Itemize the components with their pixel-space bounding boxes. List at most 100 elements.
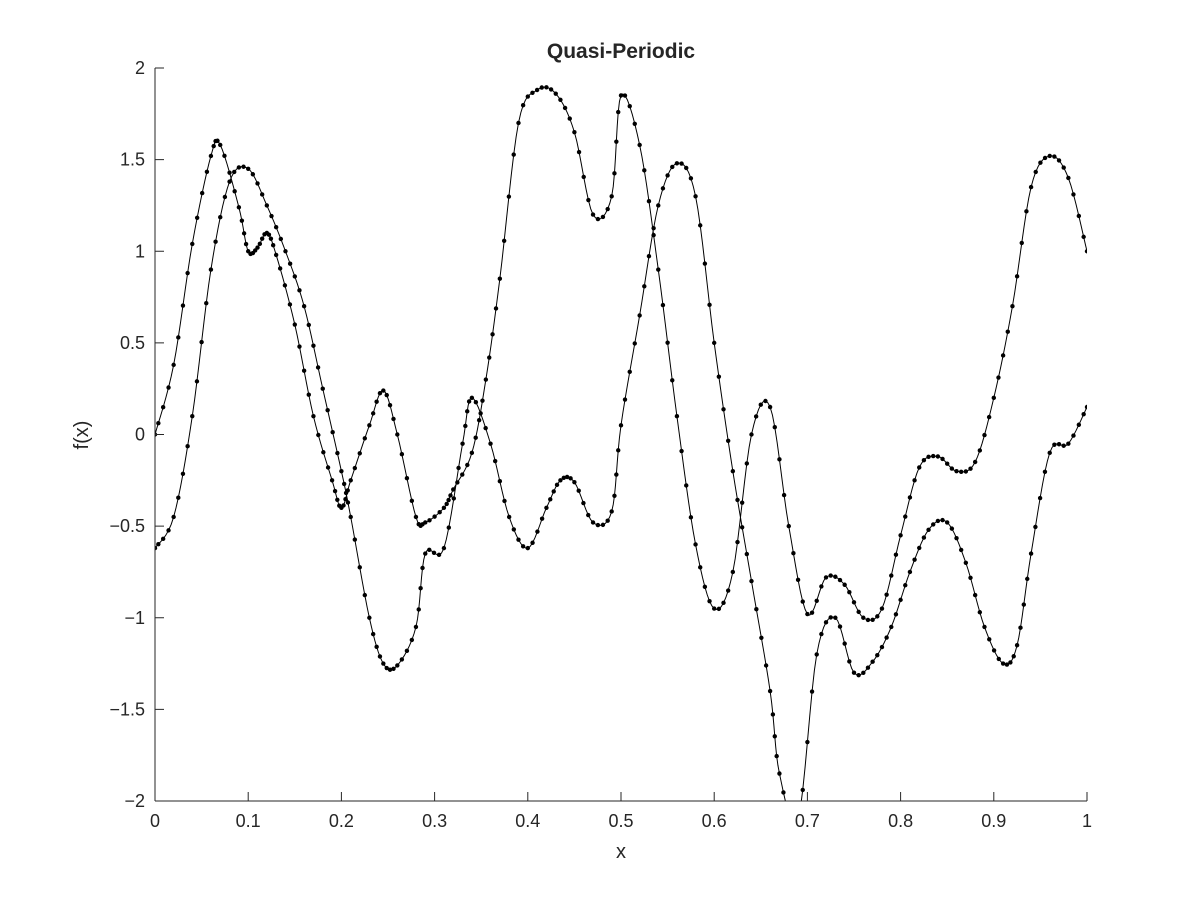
series-2-point <box>1005 329 1010 334</box>
series-1-point <box>460 441 465 446</box>
series-1-point <box>367 615 372 620</box>
series-1-point <box>506 514 512 520</box>
series-2-point <box>926 454 931 460</box>
series-1-point <box>413 624 419 630</box>
series-2-point <box>395 432 400 437</box>
x-tick-label: 0.6 <box>702 811 727 831</box>
series-2-point <box>614 139 619 144</box>
series-2-point <box>707 598 712 604</box>
series-2-point <box>870 617 875 623</box>
series-1-point <box>721 407 726 412</box>
series-2-point <box>1071 192 1076 197</box>
series-1-point <box>199 339 204 345</box>
series-1-point <box>348 514 353 520</box>
series-1-point <box>781 790 786 795</box>
series-2-point <box>423 520 428 525</box>
y-tick-label: 1.5 <box>120 150 145 170</box>
series-1-point <box>572 479 577 485</box>
series-2-point <box>935 454 941 459</box>
x-tick-label: 0.1 <box>236 811 261 831</box>
series-1-point <box>335 450 340 456</box>
series-1-point <box>377 654 383 659</box>
series-2-point <box>520 103 526 108</box>
series-2-point <box>977 448 983 453</box>
series-1-point <box>345 500 351 505</box>
series-1-point <box>590 520 596 525</box>
series-1-point <box>735 497 740 503</box>
series-2-point <box>497 276 503 281</box>
series-1-point <box>688 176 694 181</box>
series-1-point <box>311 343 316 348</box>
series-1-point <box>554 482 560 488</box>
series-2-point <box>211 143 216 149</box>
series-2-point <box>273 252 279 258</box>
series-2-point <box>586 197 591 203</box>
series-1-point <box>418 586 423 591</box>
series-2-point <box>744 461 750 466</box>
series-2-point <box>332 488 338 494</box>
series-2-point <box>558 97 563 103</box>
series-2-point <box>268 236 274 241</box>
series-2-point <box>986 414 992 420</box>
series-2-point <box>646 199 652 204</box>
y-axis-label: f(x) <box>71 421 93 450</box>
series-1-point <box>879 644 885 650</box>
series-1-point <box>1014 643 1020 648</box>
series-1-point <box>987 637 992 642</box>
series-2-point <box>530 90 535 95</box>
series-1-point <box>926 527 931 532</box>
series-2-point <box>865 617 871 623</box>
series-1-point <box>684 165 689 171</box>
series-1-point <box>1047 450 1052 456</box>
series-2-point <box>1042 155 1048 161</box>
series-2-point <box>572 129 577 135</box>
series-2-point <box>335 497 340 502</box>
series-1-point <box>800 787 805 793</box>
series-1-point <box>982 624 987 630</box>
series-1-point <box>374 644 379 650</box>
series-2-point <box>311 413 316 419</box>
series-1-point <box>381 661 386 666</box>
series-2-point <box>842 582 847 587</box>
series-2-point <box>884 592 889 597</box>
series-2-point <box>292 322 297 327</box>
series-2-point <box>721 600 726 606</box>
series-1-point <box>770 712 776 717</box>
series-1-point <box>931 522 936 527</box>
series-2-point <box>160 405 166 410</box>
series-1-point <box>674 161 680 166</box>
x-tick-label: 0.3 <box>422 811 447 831</box>
series-2-point <box>982 432 987 438</box>
series-2-point <box>239 218 245 223</box>
series-1-point <box>259 192 265 197</box>
series-1-point <box>1025 576 1030 582</box>
series-1-point <box>1033 524 1038 530</box>
series-1-point <box>370 631 376 637</box>
series-1-point <box>420 565 425 571</box>
series-2-point <box>791 551 796 556</box>
series-1-point <box>301 304 307 309</box>
series-2-point <box>1076 213 1082 219</box>
series-2-point <box>903 514 908 519</box>
series-1-point <box>586 512 591 518</box>
series-1-point <box>958 547 964 553</box>
series-2-point <box>949 466 955 471</box>
series-1-point <box>395 663 400 668</box>
series-1-point <box>287 261 293 266</box>
series-1-point <box>996 656 1001 662</box>
series-1-point <box>898 597 903 603</box>
series-1-point <box>698 223 703 228</box>
series-1-point <box>564 474 570 480</box>
series-1-point <box>940 517 945 523</box>
series-2-point <box>642 168 647 173</box>
series-1-point <box>576 488 581 493</box>
series-2-point <box>632 121 637 126</box>
series-1-point <box>463 423 468 429</box>
series-1-point <box>213 239 218 244</box>
series-2-point <box>465 462 470 468</box>
series-1-point <box>441 545 447 551</box>
series-1-point <box>399 657 405 662</box>
series-1-point <box>558 478 563 483</box>
series-1-point <box>618 423 624 428</box>
series-2-point <box>616 109 621 115</box>
